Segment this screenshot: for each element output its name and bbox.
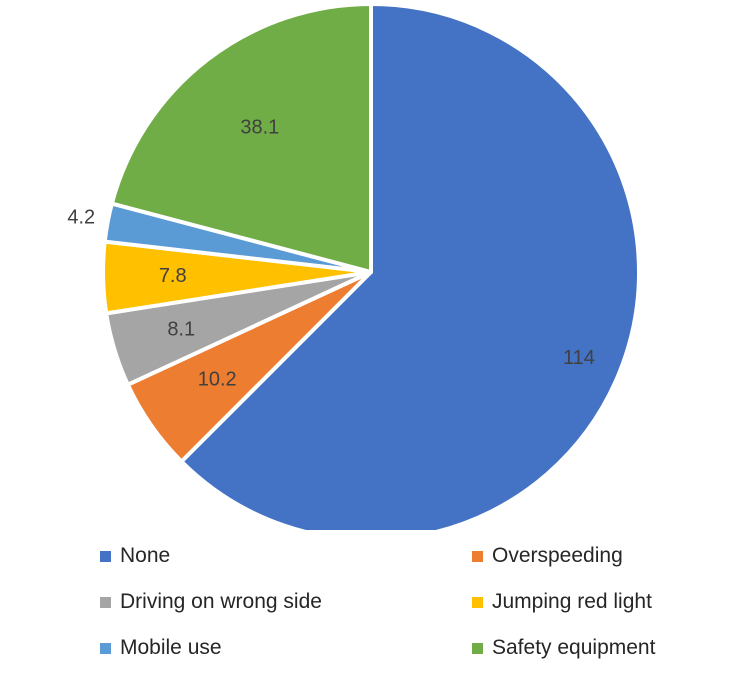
legend-item-driving-on-wrong-side: Driving on wrong side <box>100 579 472 625</box>
legend: None Overspeeding Driving on wrong side Jum… <box>100 533 700 671</box>
legend-swatch <box>472 596 483 608</box>
data-label-safety-equipment: 38.1 <box>240 117 279 139</box>
data-label-driving-on-wrong-side: 8.1 <box>167 319 195 341</box>
legend-label: Overspeeding <box>492 544 623 567</box>
legend-item-jumping-red-light: Jumping red light <box>472 579 700 625</box>
pie-plot-area: 114 10.2 8.1 7.8 4.2 38.1 <box>67 2 641 530</box>
legend-item-mobile-use: Mobile use <box>100 625 472 671</box>
data-label-overspeeding: 10.2 <box>198 368 237 390</box>
legend-swatch <box>100 596 111 608</box>
legend-swatch <box>100 550 111 562</box>
legend-label: Jumping red light <box>492 590 652 613</box>
legend-swatch <box>472 642 483 654</box>
data-label-jumping-red-light: 7.8 <box>159 265 187 287</box>
legend-swatch <box>100 642 111 654</box>
data-label-none: 114 <box>563 347 595 369</box>
pie-slice-safety-equipment <box>109 2 373 274</box>
legend-label: None <box>120 544 171 567</box>
legend-item-overspeeding: Overspeeding <box>472 533 700 579</box>
data-label-mobile-use: 4.2 <box>67 206 95 228</box>
pie-slice-none <box>179 2 641 530</box>
legend-label: Driving on wrong side <box>120 590 322 613</box>
legend-item-none: None <box>100 533 472 579</box>
legend-label: Mobile use <box>120 636 222 659</box>
legend-swatch <box>472 550 483 562</box>
legend-item-safety-equipment: Safety equipment <box>472 625 700 671</box>
legend-label: Safety equipment <box>492 636 656 659</box>
